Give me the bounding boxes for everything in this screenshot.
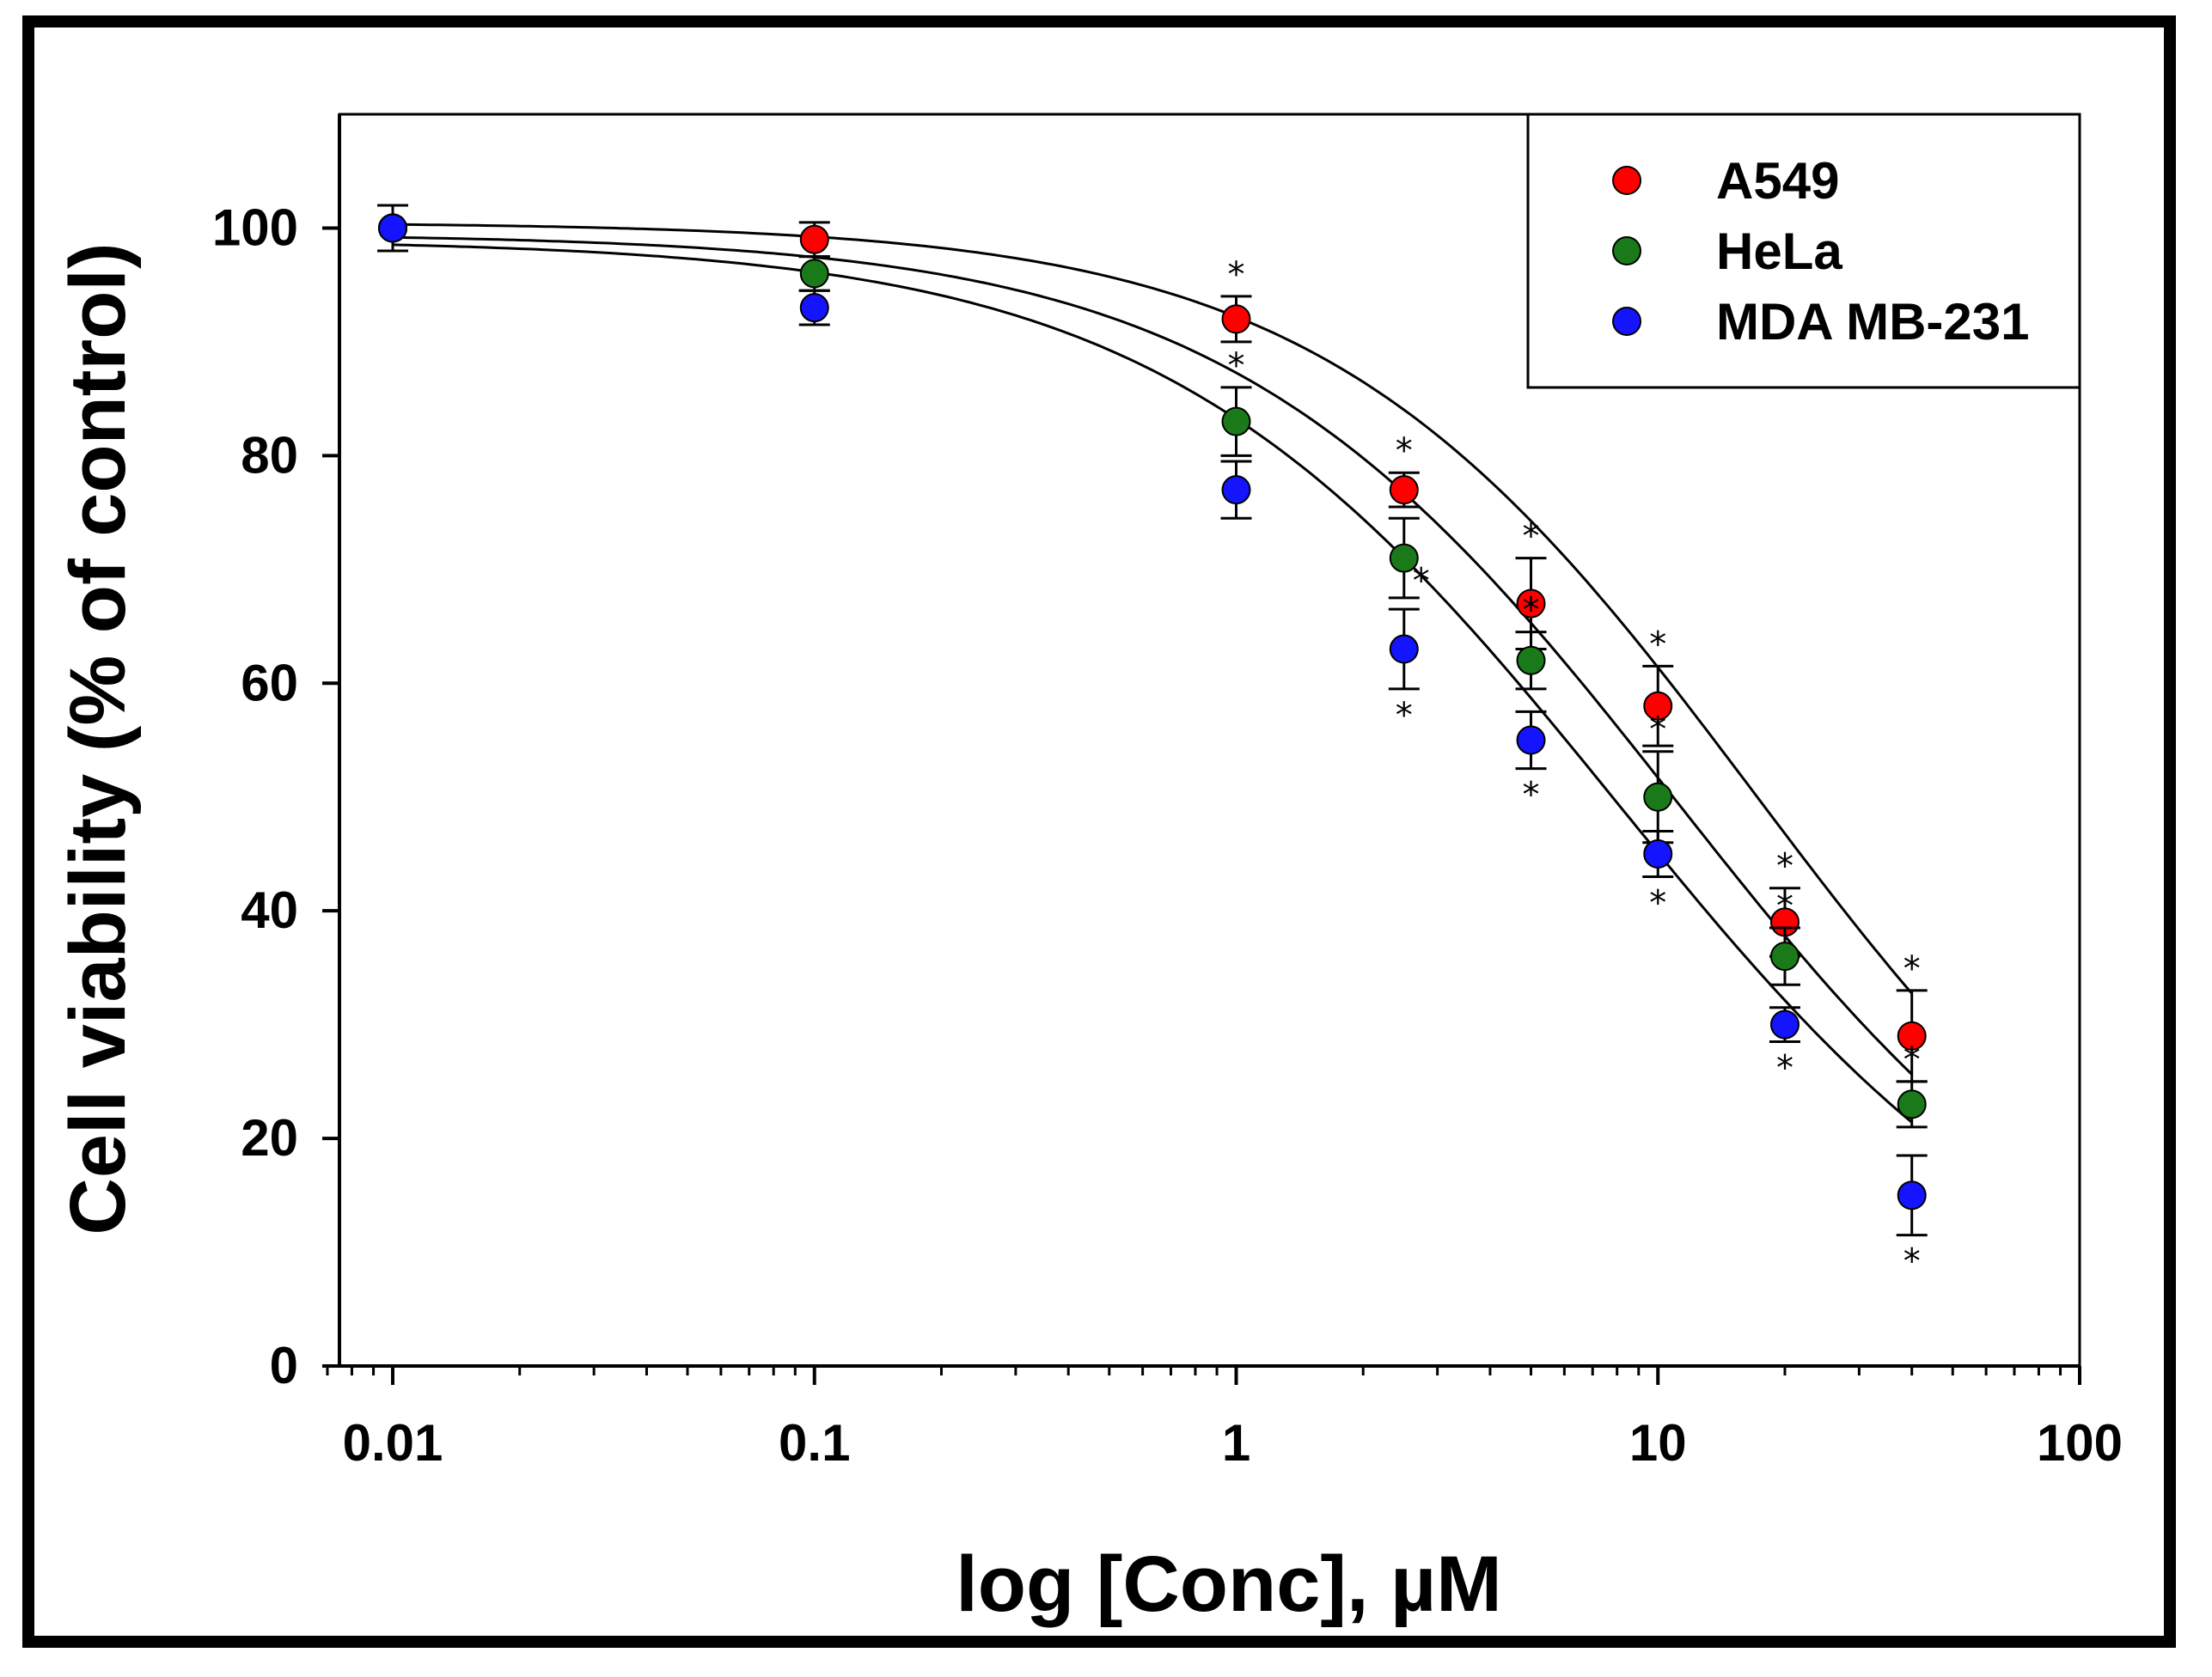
x-tick-label: 100 [2037,1414,2123,1472]
y-tick-label: 20 [241,1109,298,1167]
y-tick-label: 60 [241,654,298,711]
significance-star: * [1228,255,1245,295]
significance-star: * [1413,562,1430,601]
data-point-hela [1516,645,1546,675]
significance-star: * [1396,431,1413,471]
data-point-hela [1221,406,1251,436]
data-point-a549 [1389,475,1419,505]
data-point-mda-mb-231 [1221,475,1251,505]
x-tick-label: 0.01 [343,1414,443,1472]
data-point-hela [1769,942,1800,972]
significance-star: * [1523,517,1540,557]
data-point-mda-mb-231 [1516,725,1546,755]
significance-star: * [1523,776,1540,815]
data-point-hela [799,259,829,289]
significance-star: * [1649,883,1666,923]
legend-label-a549: A549 [1716,152,1839,210]
x-tick-label: 0.1 [779,1414,850,1472]
significance-star: * [1523,591,1540,631]
data-point-a549 [799,224,829,254]
data-point-mda-mb-231 [1389,634,1419,664]
significance-star: * [1228,346,1245,386]
axes: 0 20 40 60 80 100 0.01 0.1 1 10 100 [212,114,2123,1472]
significance-star: * [1776,847,1793,887]
legend-marker-mda-mb-231 [1612,307,1641,336]
y-axis-title: Cell viability (% of control) [54,242,142,1235]
y-tick-label: 0 [270,1337,298,1394]
significance-star: * [1903,1242,1921,1282]
y-tick-label: 100 [212,198,298,256]
data-point-hela [1897,1089,1927,1119]
significance-star: * [1903,949,1921,989]
legend-label-mda-mb-231: MDA MB-231 [1716,293,2029,351]
significance-star: * [1903,1040,1921,1080]
significance-star: * [1649,625,1666,664]
data-markers: ***************** [377,204,1928,1282]
data-point-mda-mb-231 [1897,1180,1927,1210]
significance-star: * [1776,1049,1793,1089]
legend-marker-hela [1612,236,1641,265]
significance-star: * [1396,696,1413,735]
data-point-a549 [1221,304,1251,334]
legend-marker-a549 [1612,166,1641,195]
data-point-mda-mb-231 [1643,838,1673,869]
significance-star: * [1776,887,1793,926]
data-point-mda-mb-231 [799,293,829,323]
x-axis-title: log [Conc], µM [956,1540,1502,1628]
legend-label-hela: HeLa [1716,223,1842,280]
x-tick-label: 1 [1222,1414,1250,1472]
data-point-a549 [1897,1021,1927,1051]
legend: A549 HeLa MDA MB-231 [1526,113,2081,389]
data-point-hela [1389,543,1419,573]
x-tick-label: 10 [1629,1414,1687,1472]
data-point-a549 [1516,588,1546,619]
data-point-mda-mb-231 [378,213,407,243]
y-tick-label: 40 [241,881,298,939]
data-point-mda-mb-231 [1769,1009,1800,1040]
data-point-hela [1643,782,1673,812]
significance-star: * [1649,710,1666,750]
y-tick-label: 80 [241,426,298,484]
data-point-a549 [1643,691,1673,721]
